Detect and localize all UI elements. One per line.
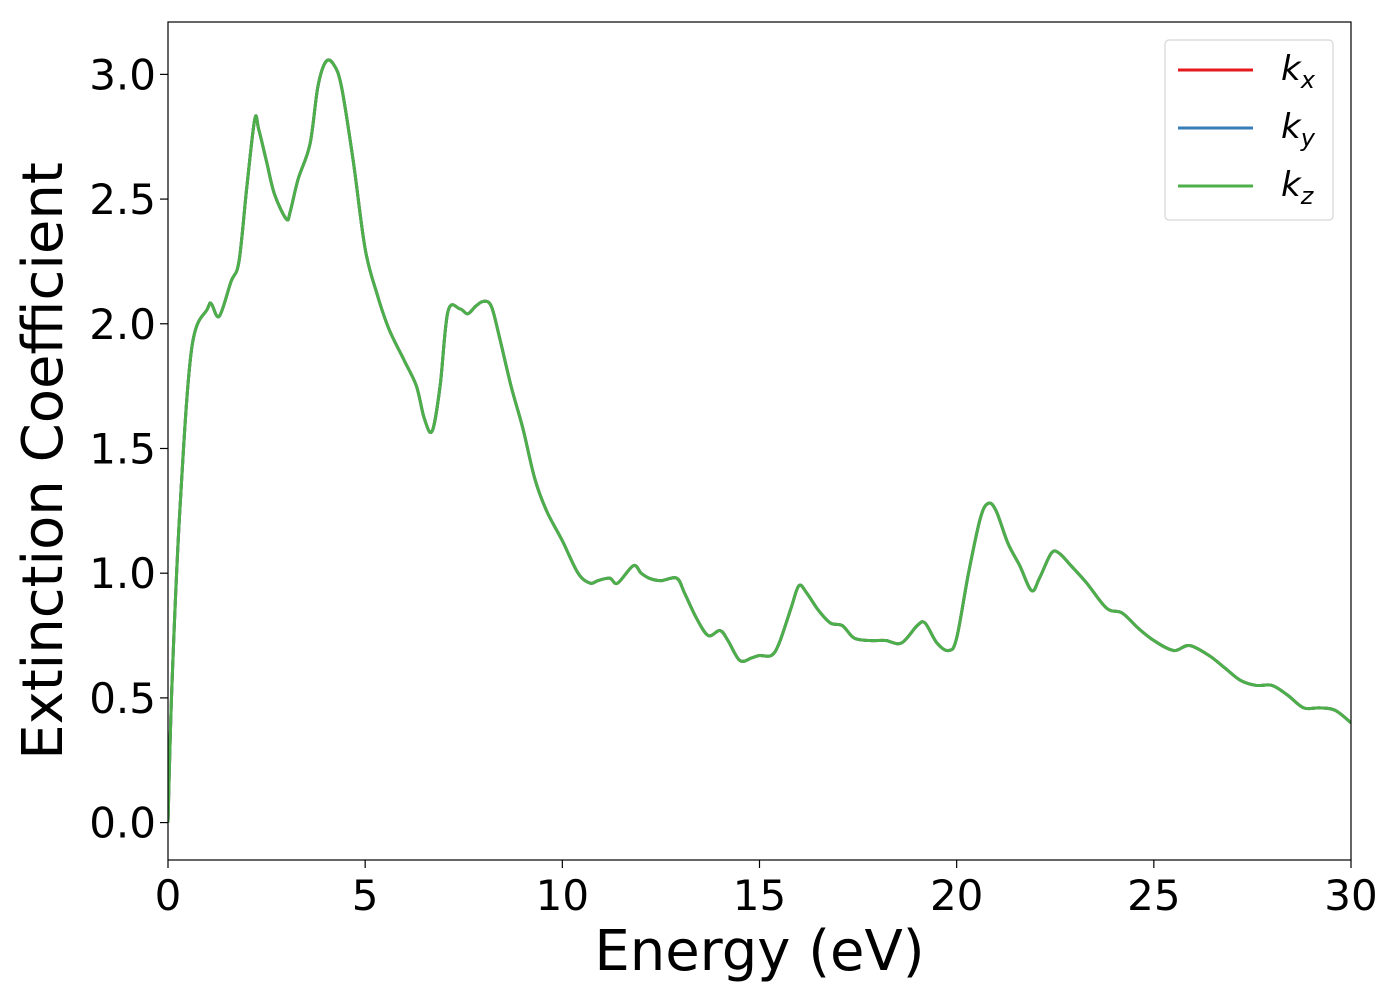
legend-label-subscript: x [1300,66,1316,94]
x-tick-label: 5 [352,871,379,920]
legend-label-kx: kx [1281,49,1316,94]
legend-label-ky: ky [1281,107,1316,152]
y-tick-label: 0.0 [89,799,156,848]
y-tick-label: 2.5 [89,175,156,224]
legend-label-kz: kz [1281,165,1315,210]
series-layer [168,58,1351,823]
y-tick-label: 3.0 [89,50,156,99]
y-tick-label: 0.5 [89,674,156,723]
x-axis-ticks: 0 5 10 15 20 25 30 [155,860,1378,920]
legend-label-subscript: z [1300,182,1315,210]
x-tick-label: 20 [930,871,983,920]
series-line-kz [168,58,1351,823]
y-tick-label: 1.0 [89,549,156,598]
x-tick-label: 25 [1127,871,1180,920]
x-tick-label: 10 [536,871,589,920]
legend-box [1164,39,1334,221]
legend-label-main: k [1281,165,1302,205]
legend-label-subscript: y [1300,124,1316,152]
x-tick-label: 30 [1324,871,1377,920]
y-tick-label: 2.0 [89,300,156,349]
y-axis-ticks: 0.0 0.5 1.0 1.5 2.0 2.5 3.0 [89,50,168,848]
legend-label-main: k [1281,107,1302,147]
legend-label-main: k [1281,49,1302,89]
x-tick-label: 15 [733,871,786,920]
y-axis-title: Extinction Coefficient [11,162,76,760]
x-tick-label: 0 [155,871,182,920]
x-axis-title: Energy (eV) [594,919,924,984]
y-tick-label: 1.5 [89,424,156,473]
